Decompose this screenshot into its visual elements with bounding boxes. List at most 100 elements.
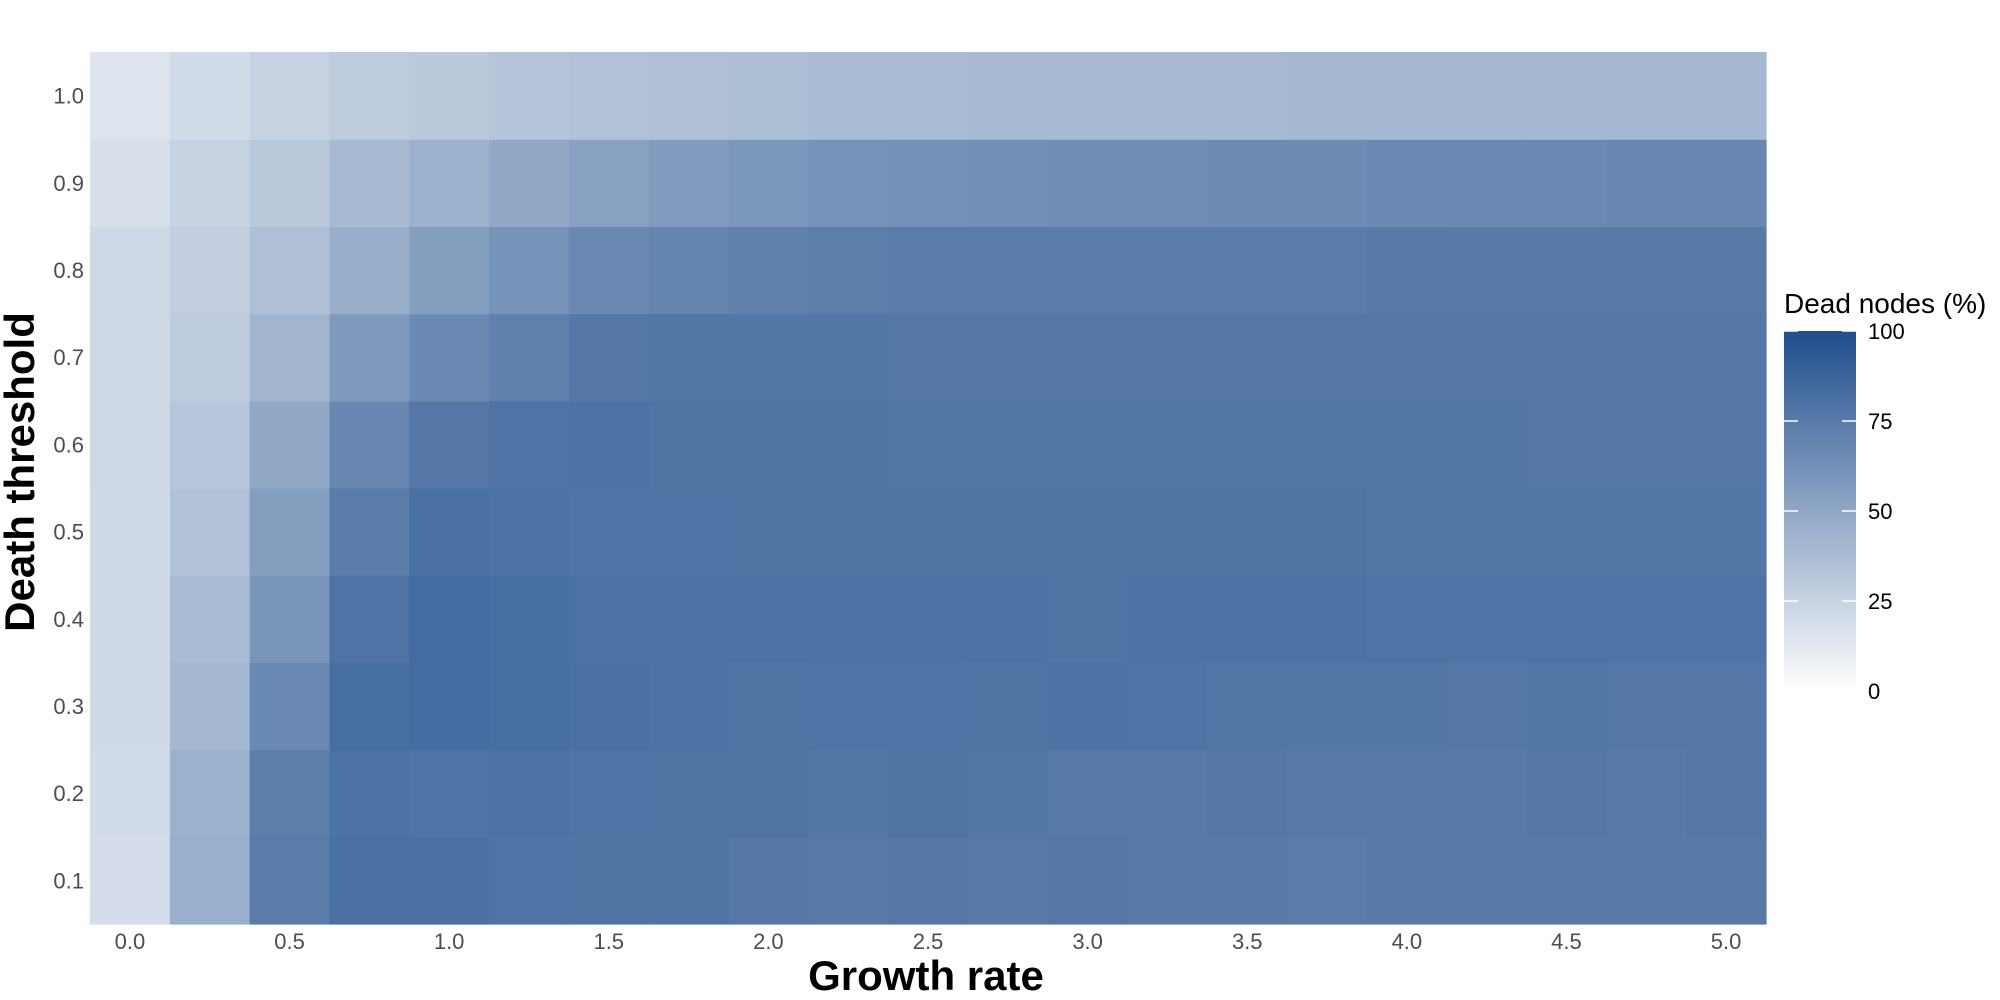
heatmap-cell (90, 749, 171, 838)
heatmap-cell (728, 226, 809, 315)
heatmap-cell (169, 400, 251, 489)
heatmap-cell (329, 400, 410, 489)
heatmap-cell (1047, 52, 1129, 140)
heatmap-cell (648, 662, 730, 751)
heatmap-cell (967, 226, 1049, 315)
heatmap-cell (1127, 52, 1208, 140)
heatmap-cell (1287, 313, 1368, 402)
heatmap-cell (1446, 226, 1528, 315)
heatmap-cell (728, 575, 809, 663)
heatmap-cell (728, 749, 809, 838)
heatmap-cell (728, 139, 809, 227)
y-tick-label: 0.4 (53, 607, 84, 632)
heatmap-cell (1606, 836, 1687, 925)
heatmap-cell (1366, 662, 1448, 751)
heatmap-cell (648, 226, 730, 315)
heatmap-cell (329, 226, 410, 315)
heatmap-cell (1526, 836, 1607, 925)
heatmap-cell (1446, 400, 1528, 489)
heatmap-cell (1127, 139, 1208, 227)
heatmap-cell (409, 749, 490, 838)
heatmap-cell (1686, 488, 1767, 576)
heatmap-cell (90, 575, 171, 663)
heatmap-cell (1287, 662, 1368, 751)
heatmap-cell (1287, 52, 1368, 140)
legend-tick-label: 75 (1868, 409, 1892, 434)
y-tick-label: 0.3 (53, 694, 84, 719)
heatmap-cell (728, 400, 809, 489)
heatmap-cell (1686, 575, 1767, 663)
heatmap-cell (1606, 488, 1687, 576)
heatmap-cell (1526, 52, 1607, 140)
heatmap-cell (1287, 836, 1368, 925)
heatmap-cell (1686, 226, 1767, 315)
heatmap-cell (648, 313, 730, 402)
heatmap-cell (409, 52, 490, 140)
heatmap-cell (1207, 313, 1288, 402)
heatmap-cell (1047, 488, 1129, 576)
heatmap-cell (888, 52, 969, 140)
heatmap-cell (888, 313, 969, 402)
heatmap-cell (1287, 226, 1368, 315)
heatmap-cell (568, 313, 650, 402)
heatmap-cell (1606, 226, 1687, 315)
heatmap-cell (967, 749, 1049, 838)
heatmap-cell (329, 313, 410, 402)
heatmap-cell (329, 575, 410, 663)
x-tick-label: 3.5 (1232, 929, 1263, 954)
heatmap-cell (249, 313, 331, 402)
heatmap-cell (1127, 400, 1208, 489)
heatmap-cell (568, 836, 650, 925)
heatmap-cell (888, 226, 969, 315)
heatmap-cell (489, 836, 570, 925)
heatmap-cell (1526, 226, 1607, 315)
heatmap-cell (568, 52, 650, 140)
heatmap-cell (1606, 313, 1687, 402)
heatmap-cell (1366, 400, 1448, 489)
heatmap-cell (329, 139, 410, 227)
heatmap-cell (90, 313, 171, 402)
heatmap-cell (90, 836, 171, 925)
heatmap-cell (1446, 836, 1528, 925)
x-tick-label: 1.0 (434, 929, 465, 954)
x-tick-label: 4.5 (1551, 929, 1582, 954)
heatmap-cell (1207, 226, 1288, 315)
heatmap-cell (1446, 139, 1528, 227)
heatmap-cell (249, 400, 331, 489)
heatmap-cell (1207, 139, 1288, 227)
x-tick-label: 0.0 (115, 929, 146, 954)
heatmap-cell (1526, 139, 1607, 227)
heatmap-cell (1366, 836, 1448, 925)
heatmap-cell (489, 749, 570, 838)
heatmap-cell (1366, 749, 1448, 838)
x-tick-label: 4.0 (1392, 929, 1423, 954)
heatmap-cell (967, 488, 1049, 576)
x-tick-label: 2.0 (753, 929, 784, 954)
heatmap-cell (888, 575, 969, 663)
heatmap-cell (1127, 836, 1208, 925)
heatmap-cell (1127, 749, 1208, 838)
heatmap-cell (728, 52, 809, 140)
heatmap-cell (888, 400, 969, 489)
heatmap-cell (1606, 749, 1687, 838)
heatmap-cell (888, 488, 969, 576)
heatmap-cell (90, 400, 171, 489)
heatmap-cell (1366, 52, 1448, 140)
heatmap-cell (249, 226, 331, 315)
y-tick-label: 0.1 (53, 868, 84, 893)
heatmap-cell (1127, 226, 1208, 315)
heatmap-cell (489, 313, 570, 402)
heatmap-cell (648, 836, 730, 925)
heatmap-cell (1446, 662, 1528, 751)
heatmap-cell (409, 313, 490, 402)
heatmap-cell (169, 226, 251, 315)
heatmap-cell (329, 662, 410, 751)
heatmap-cell (568, 488, 650, 576)
x-tick-label: 1.5 (593, 929, 624, 954)
legend-title: Dead nodes (%) (1784, 288, 1986, 319)
heatmap-cell (1047, 313, 1129, 402)
heatmap-cell (409, 662, 490, 751)
legend-ticks: 0 25 50 75 100 (1784, 319, 1905, 704)
legend-tick-label: 100 (1868, 319, 1905, 344)
heatmap-cell (409, 139, 490, 227)
